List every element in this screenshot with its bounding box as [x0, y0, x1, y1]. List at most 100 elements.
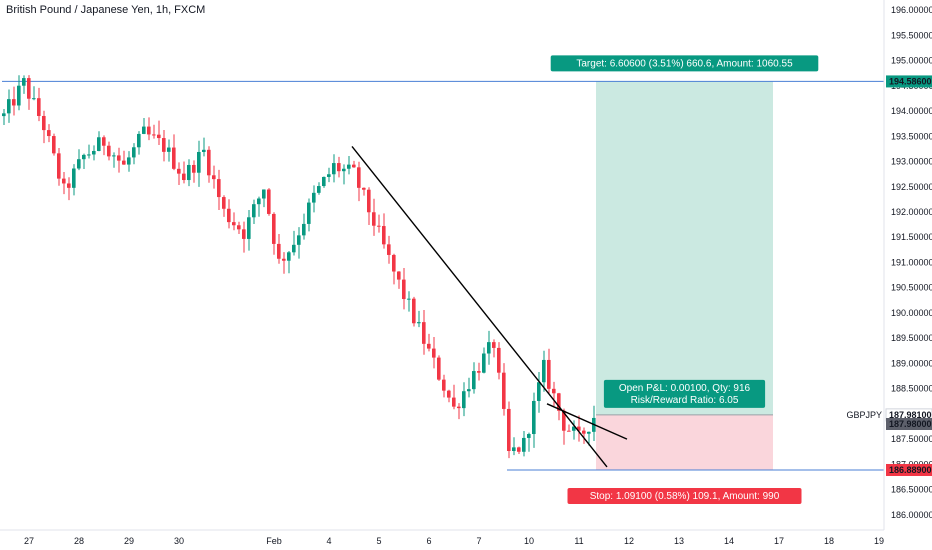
x-tick-label: 11 — [574, 536, 583, 546]
price-label-bg — [886, 463, 932, 476]
candle — [157, 134, 161, 139]
candle — [392, 254, 396, 272]
x-tick-label: 29 — [124, 536, 134, 546]
candle — [482, 353, 486, 373]
candle — [502, 372, 506, 409]
candle — [57, 153, 61, 179]
pnl-label-text: Risk/Reward Ratio: 6.05 — [631, 395, 739, 406]
candle — [477, 371, 481, 373]
candle — [512, 447, 516, 452]
candle — [457, 406, 461, 409]
candle — [447, 390, 451, 398]
candle — [12, 99, 16, 106]
candle — [427, 343, 431, 349]
candle — [112, 155, 116, 157]
candle — [267, 189, 271, 214]
candle — [472, 371, 476, 390]
candle — [47, 130, 51, 137]
candle — [497, 347, 501, 373]
x-tick-label: 7 — [476, 536, 481, 546]
candle — [277, 243, 281, 259]
candle — [327, 174, 331, 177]
price-label: 194.58600 — [889, 76, 932, 86]
position-zones — [596, 81, 773, 470]
candle — [317, 186, 321, 193]
x-tick-label: 17 — [774, 536, 784, 546]
candle — [517, 447, 521, 452]
y-tick-label: 186.00000 — [891, 510, 932, 520]
y-tick-label: 190.50000 — [891, 283, 932, 293]
trendline — [351, 145, 608, 468]
x-tick-label: 6 — [426, 536, 431, 546]
y-tick-label: 196.00000 — [891, 5, 932, 15]
y-tick-label: 192.00000 — [891, 207, 932, 217]
candle — [537, 382, 541, 401]
y-tick-label: 187.50000 — [891, 434, 932, 444]
candle — [132, 147, 136, 158]
candle — [62, 178, 66, 184]
candle — [362, 187, 366, 190]
candle — [202, 149, 206, 152]
stop-label-text: Stop: 1.09100 (0.58%) 109.1, Amount: 990 — [590, 491, 780, 502]
y-tick-label: 191.50000 — [891, 232, 932, 242]
y-tick-label: 195.50000 — [891, 30, 932, 40]
candle — [367, 189, 371, 213]
price-label-bg — [886, 75, 932, 88]
candle — [337, 163, 341, 172]
x-tick-label: 10 — [524, 536, 534, 546]
candle — [302, 223, 306, 236]
target-label: Target: 6.60600 (3.51%) 660.6, Amount: 1… — [550, 55, 819, 72]
candle — [247, 217, 251, 239]
x-tick-label: Feb — [266, 536, 282, 546]
candle — [407, 298, 411, 300]
candle — [552, 388, 556, 394]
candle — [382, 226, 386, 245]
candle — [42, 115, 46, 131]
candle — [452, 397, 456, 407]
candle — [342, 168, 346, 172]
candle — [372, 212, 376, 226]
candle — [67, 183, 71, 188]
candle — [162, 138, 166, 152]
candle — [377, 225, 381, 227]
y-tick-label: 186.50000 — [891, 485, 932, 495]
candle — [37, 98, 41, 116]
x-tick-label: 27 — [24, 536, 34, 546]
candle — [197, 151, 201, 173]
symbol-label: GBPJPY — [846, 410, 882, 420]
candle — [77, 159, 81, 169]
candle — [437, 357, 441, 380]
position-labels: Target: 6.60600 (3.51%) 660.6, Amount: 1… — [550, 55, 819, 504]
candle — [422, 322, 426, 344]
candle — [387, 244, 391, 255]
trendline — [546, 403, 628, 440]
candle — [122, 160, 126, 165]
candle — [142, 126, 146, 134]
price-label-bg — [886, 418, 932, 430]
pnl-label-bg — [603, 379, 766, 408]
horizontal-lines — [2, 80, 884, 471]
price-label: 187.98100 — [889, 410, 932, 420]
x-tick-label: 13 — [674, 536, 684, 546]
candle — [7, 99, 11, 114]
candle — [397, 271, 401, 280]
candle — [252, 204, 256, 218]
trendlines — [351, 145, 628, 468]
candle — [297, 235, 301, 245]
y-tick-label: 188.50000 — [891, 384, 932, 394]
x-tick-label: 14 — [724, 536, 734, 546]
y-tick-label: 190.00000 — [891, 308, 932, 318]
chart-title: British Pound / Japanese Yen, 1h, FXCM — [6, 4, 206, 16]
x-tick-label: 4 — [326, 536, 331, 546]
candle — [102, 137, 106, 146]
candle — [127, 157, 131, 165]
candle — [522, 437, 526, 452]
candle — [222, 197, 226, 209]
candle — [2, 113, 6, 117]
candle — [52, 136, 56, 154]
y-tick-label: 191.00000 — [891, 257, 932, 267]
candle — [347, 164, 351, 169]
